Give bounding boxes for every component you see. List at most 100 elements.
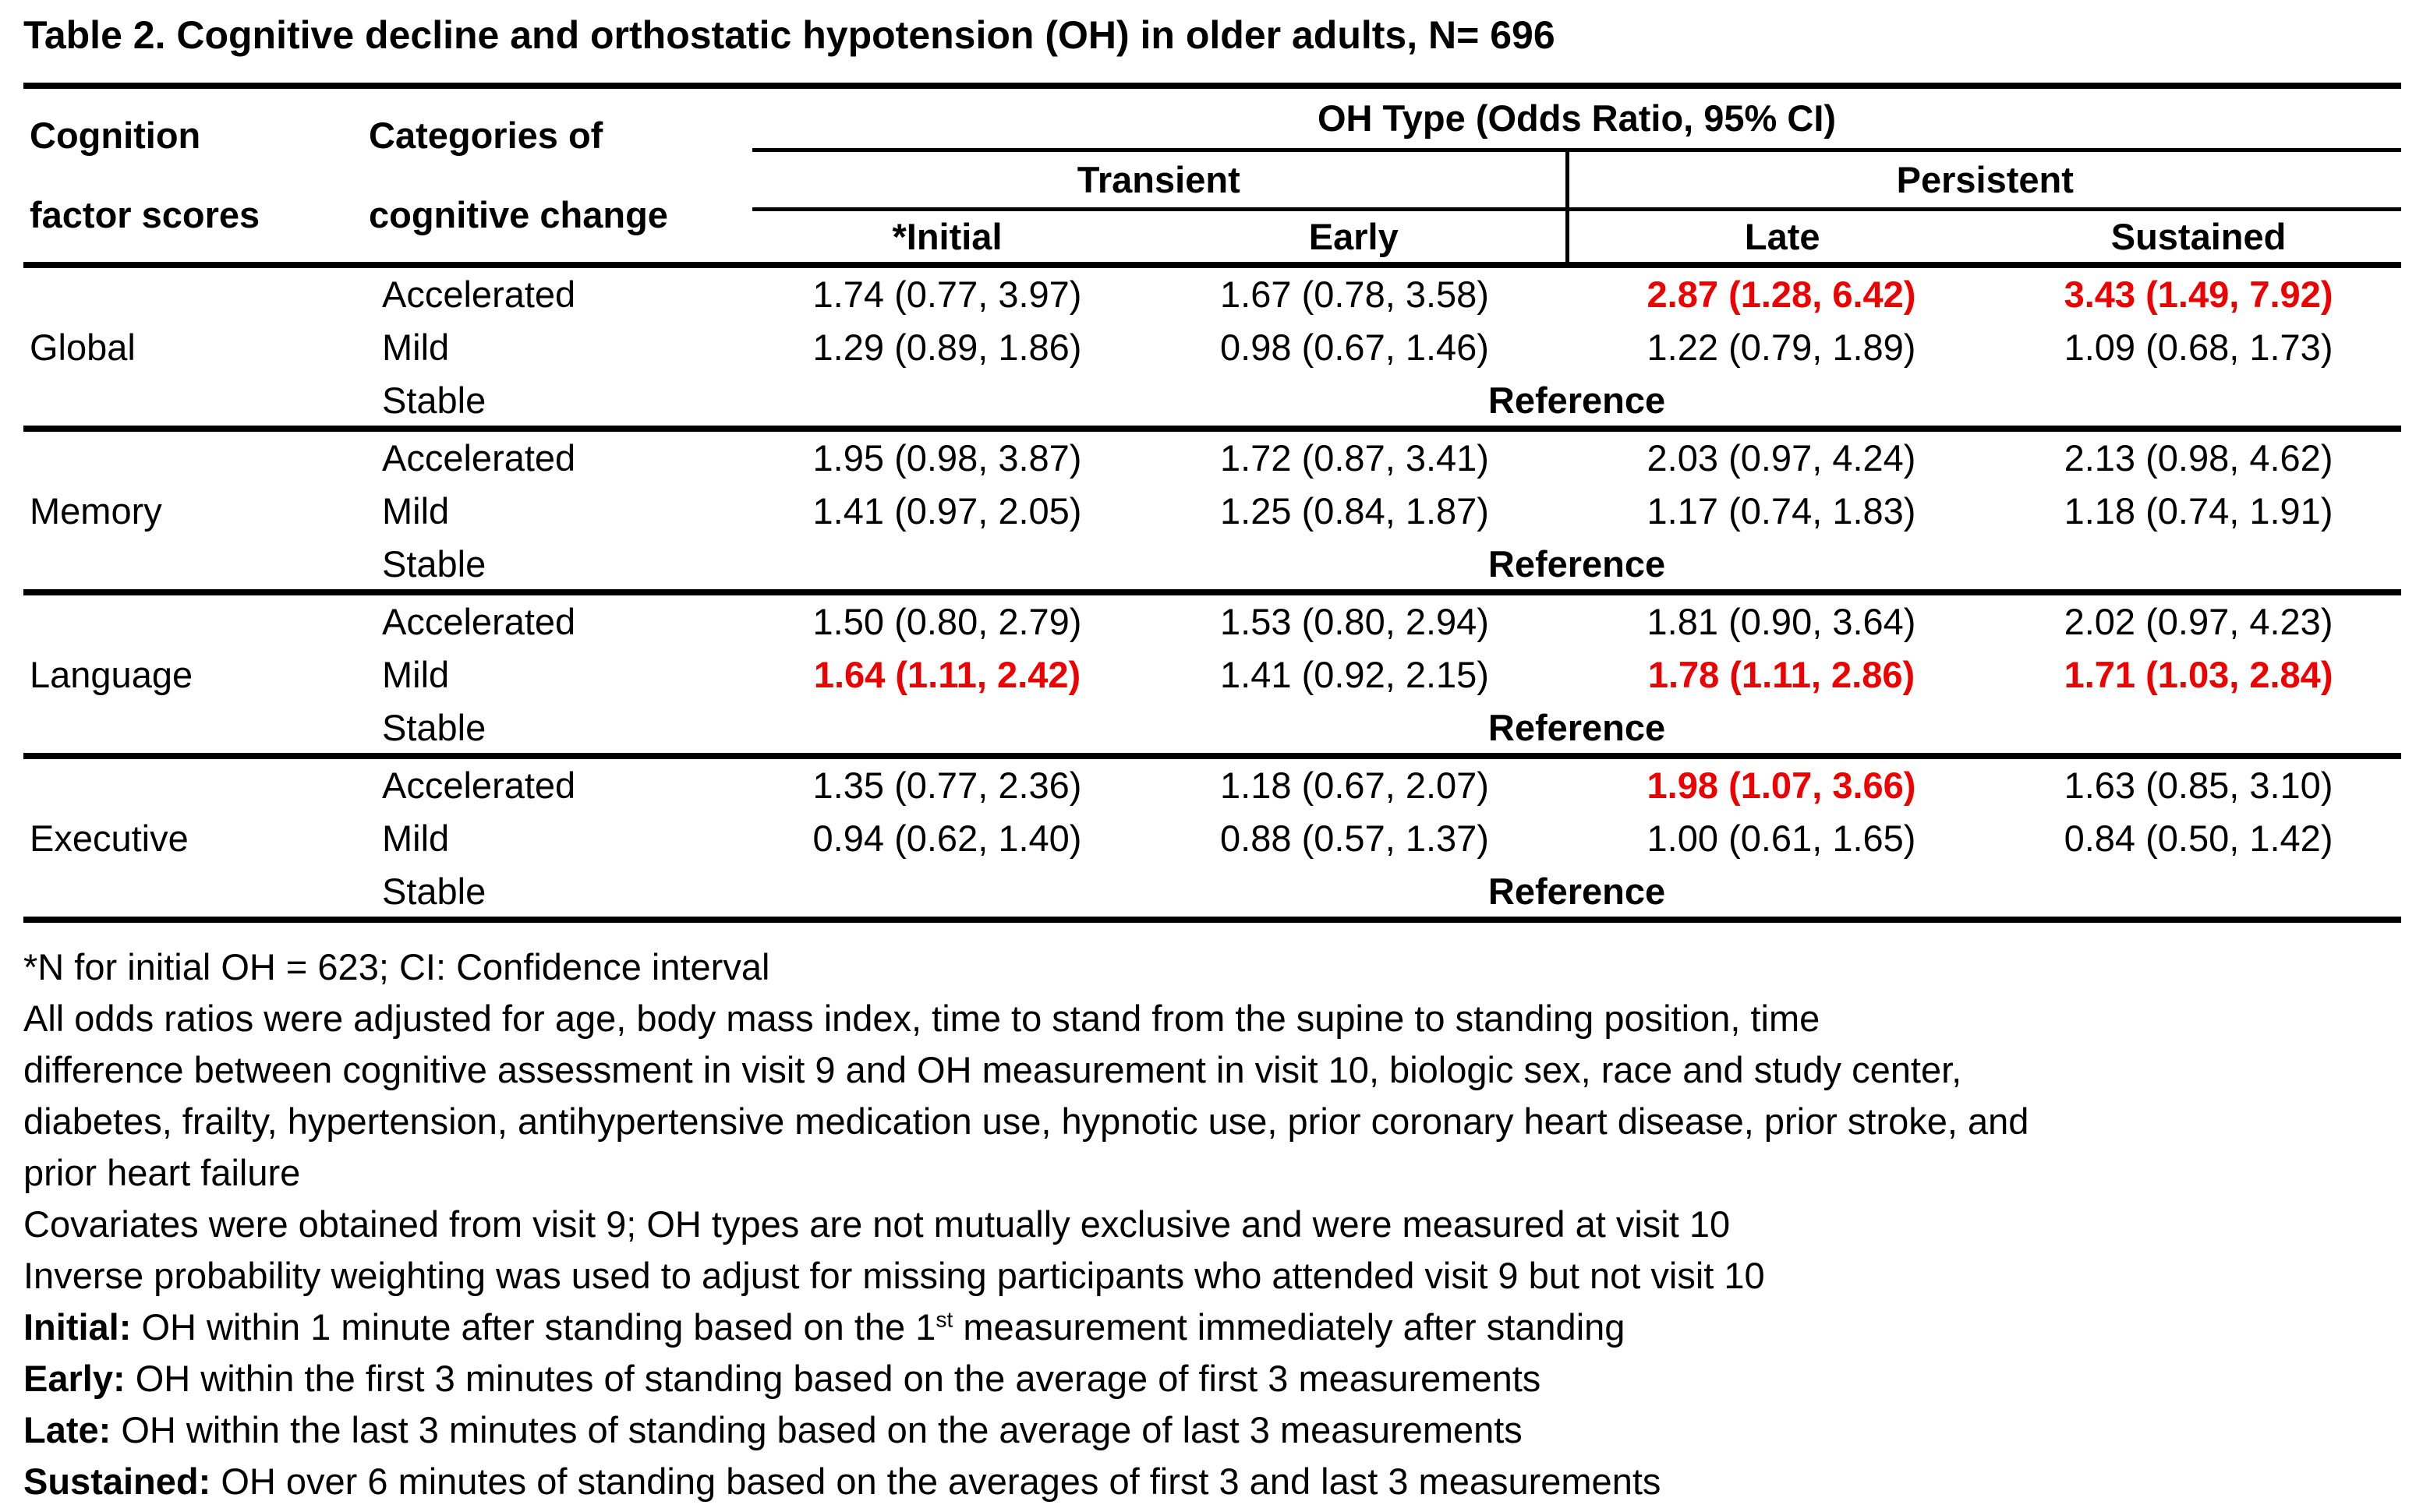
table-row: Global Accelerated 1.74 (0.77, 3.97) 1.6…	[23, 262, 2402, 429]
category-label: Stable	[382, 870, 486, 912]
header-row-oh-type: Cognition factor scores Categories of co…	[23, 86, 2402, 268]
factor-label: Global	[23, 262, 363, 429]
or-value: 1.74 (0.77, 3.97)	[752, 262, 1142, 320]
category-label: Mild	[382, 817, 450, 859]
category-label: Accelerated	[363, 753, 752, 811]
col-header-categories: Categories of cognitive change	[363, 86, 752, 268]
table-row: Stable Reference	[23, 865, 2401, 920]
reference-cell: Reference	[1487, 706, 1666, 748]
reference-cell: Reference	[1487, 870, 1666, 912]
section-executive: Executive Accelerated 1.35 (0.77, 2.36) …	[23, 753, 2402, 920]
or-value: 1.09 (0.68, 1.73)	[2064, 326, 2333, 368]
footnote-initial-definition: Initial: OH within 1 minute after standi…	[23, 1302, 2423, 1353]
footnote-sustained-text: OH over 6 minutes of standing based on t…	[210, 1461, 1661, 1502]
col-header-cognition-factor: Cognition factor scores	[23, 86, 363, 268]
or-value: 1.25 (0.84, 1.87)	[1220, 489, 1489, 532]
or-value: 1.71 (1.03, 2.84)	[2064, 653, 2333, 695]
category-label: Stable	[382, 542, 486, 585]
category-label: Accelerated	[363, 262, 752, 320]
category-label: Accelerated	[363, 589, 752, 647]
footnote-initial-label: Initial:	[23, 1306, 132, 1348]
footnotes: *N for initial OH = 623; CI: Confidence …	[23, 941, 2423, 1507]
footnote-adjustment-1: All odds ratios were adjusted for age, b…	[23, 998, 1820, 1039]
footnote-adjustment-3: diabetes, frailty, hypertension, antihyp…	[23, 1100, 2029, 1142]
table-row: Stable Reference	[23, 538, 2401, 592]
or-value: 2.13 (0.98, 4.62)	[1996, 426, 2402, 483]
col-header-categories-line1: Categories of	[369, 115, 603, 156]
or-value: 0.84 (0.50, 1.42)	[2064, 817, 2333, 859]
or-value: 2.87 (1.28, 6.42)	[1567, 262, 1996, 320]
footnote-adjustment-4: prior heart failure	[23, 1152, 301, 1193]
header-row-groups: Transient Persistent	[23, 150, 2402, 211]
footnote-early-definition: Early: OH within the first 3 minutes of …	[23, 1353, 2423, 1404]
or-value: 1.22 (0.79, 1.89)	[1647, 326, 1916, 368]
or-value: 1.17 (0.74, 1.83)	[1647, 489, 1916, 532]
group-header-transient: Transient	[752, 150, 1569, 211]
footnote-sustained-definition: Sustained: OH over 6 minutes of standing…	[23, 1456, 2423, 1507]
or-value: 1.98 (1.07, 3.66)	[1567, 753, 1996, 811]
footnote-initial-text-pre: OH within 1 minute after standing based …	[131, 1306, 936, 1348]
col-header-categories-line2: cognitive change	[369, 194, 668, 235]
footnote-adjustment-2: difference between cognitive assessment …	[23, 1049, 1962, 1090]
footnote-n-initial: *N for initial OH = 623; CI: Confidence …	[23, 946, 770, 987]
or-value: 1.35 (0.77, 2.36)	[752, 753, 1142, 811]
section-global: Global Accelerated 1.74 (0.77, 3.97) 1.6…	[23, 262, 2402, 429]
footnote-late-definition: Late: OH within the last 3 minutes of st…	[23, 1404, 2423, 1456]
table-row: Stable Reference	[23, 701, 2401, 756]
or-value: 1.18 (0.67, 2.07)	[1142, 753, 1567, 811]
footnote-initial-ordinal-suffix: st	[936, 1306, 953, 1332]
table-row: Mild 0.94 (0.62, 1.40) 0.88 (0.57, 1.37)…	[23, 811, 2401, 865]
or-value: 1.72 (0.87, 3.41)	[1142, 426, 1567, 483]
table-row: Executive Accelerated 1.35 (0.77, 2.36) …	[23, 753, 2402, 920]
table-row: Stable Reference	[23, 374, 2401, 429]
footnote-initial-text-post: measurement immediately after standing	[953, 1306, 1625, 1348]
category-label: Mild	[382, 653, 450, 695]
footnote-sustained-label: Sustained:	[23, 1461, 211, 1502]
or-value: 2.02 (0.97, 4.23)	[1996, 589, 2402, 647]
or-value: 0.88 (0.57, 1.37)	[1220, 817, 1489, 859]
or-value: 0.98 (0.67, 1.46)	[1220, 326, 1489, 368]
or-value: 1.64 (1.11, 2.42)	[813, 653, 1081, 695]
or-value: 0.94 (0.62, 1.40)	[812, 817, 1082, 859]
sub-header-initial: *Initial	[752, 209, 1142, 268]
or-value: 1.41 (0.97, 2.05)	[812, 489, 1082, 532]
or-value: 1.18 (0.74, 1.91)	[2064, 489, 2333, 532]
or-value: 1.78 (1.11, 2.86)	[1647, 653, 1915, 695]
footnote-late-label: Late:	[23, 1409, 111, 1450]
category-label: Mild	[382, 326, 450, 368]
header-row-subtypes: *Initial Early Late Sustained	[23, 209, 2402, 268]
or-value: 1.29 (0.89, 1.86)	[812, 326, 1082, 368]
reference-cell: Reference	[1487, 542, 1666, 585]
table-row: Language Accelerated 1.50 (0.80, 2.79) 1…	[23, 589, 2402, 756]
or-value: 3.43 (1.49, 7.92)	[1996, 262, 2402, 320]
or-value: 1.53 (0.80, 2.94)	[1142, 589, 1567, 647]
section-memory: Memory Accelerated 1.95 (0.98, 3.87) 1.7…	[23, 426, 2402, 592]
factor-label: Memory	[23, 426, 363, 592]
table-row: Mild 1.64 (1.11, 2.42) 1.41 (0.92, 2.15)…	[23, 647, 2401, 701]
table-row: Memory Accelerated 1.95 (0.98, 3.87) 1.7…	[23, 426, 2402, 592]
or-value: 1.00 (0.61, 1.65)	[1647, 817, 1916, 859]
table-row: Mild 1.29 (0.89, 1.86) 0.98 (0.67, 1.46)…	[23, 320, 2401, 374]
footnote-ipw: Inverse probability weighting was used t…	[23, 1255, 1765, 1296]
footnote-early-text: OH within the first 3 minutes of standin…	[125, 1358, 1541, 1399]
or-value: 1.41 (0.92, 2.15)	[1220, 653, 1489, 695]
table-header: Cognition factor scores Categories of co…	[23, 86, 2402, 268]
or-value: 2.03 (0.97, 4.24)	[1567, 426, 1996, 483]
col-header-cognition-line2: factor scores	[30, 194, 260, 235]
footnote-late-text: OH within the last 3 minutes of standing…	[111, 1409, 1523, 1450]
factor-label: Language	[23, 589, 363, 756]
category-label: Mild	[382, 489, 450, 532]
table-title: Table 2. Cognitive decline and orthostat…	[23, 13, 1555, 57]
category-label: Accelerated	[363, 426, 752, 483]
category-label: Stable	[382, 706, 486, 748]
odds-ratio-table: Cognition factor scores Categories of co…	[23, 83, 2402, 923]
or-value: 1.67 (0.78, 3.58)	[1142, 262, 1567, 320]
category-label: Stable	[382, 379, 486, 421]
footnote-early-label: Early:	[23, 1358, 126, 1399]
footnote-covariates: Covariates were obtained from visit 9; O…	[23, 1203, 1731, 1245]
sub-header-late: Late	[1567, 209, 1996, 268]
sub-header-early: Early	[1142, 209, 1569, 268]
section-language: Language Accelerated 1.50 (0.80, 2.79) 1…	[23, 589, 2402, 756]
or-value: 1.95 (0.98, 3.87)	[752, 426, 1142, 483]
